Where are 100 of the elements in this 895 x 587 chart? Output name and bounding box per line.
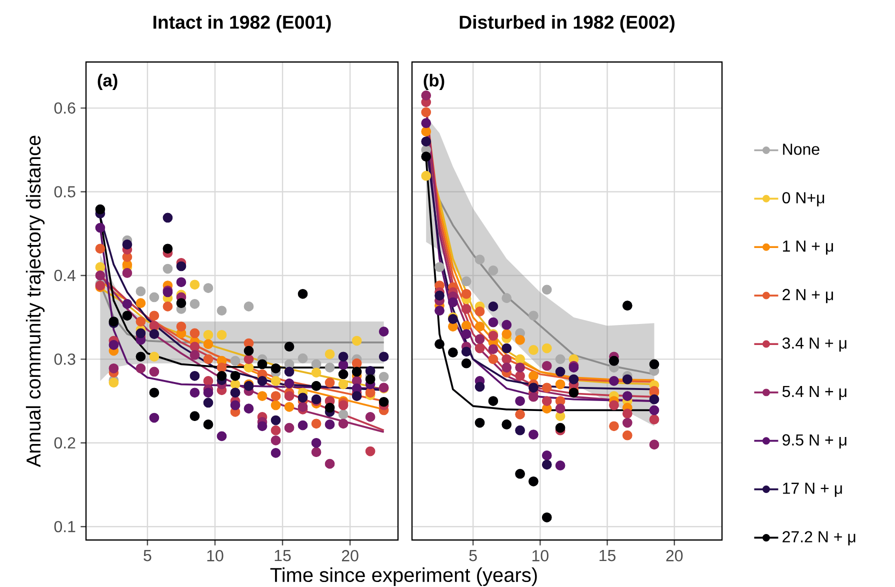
x-tick-label: 15 — [274, 550, 291, 562]
point — [190, 411, 200, 422]
point — [352, 366, 362, 377]
point — [502, 362, 512, 372]
point — [338, 352, 348, 362]
point — [244, 302, 254, 312]
point — [474, 254, 485, 264]
point — [555, 366, 566, 377]
point — [528, 392, 538, 402]
point — [542, 360, 552, 371]
point — [324, 458, 335, 469]
legend-label: 1 N + μ — [783, 240, 833, 255]
point — [136, 363, 146, 374]
y-tick-label: 0.5 — [54, 186, 76, 198]
point — [136, 316, 146, 326]
point — [338, 400, 348, 410]
point — [190, 328, 200, 338]
point — [216, 362, 227, 372]
point — [190, 342, 200, 352]
point — [515, 409, 525, 420]
point — [434, 290, 444, 300]
point — [203, 420, 214, 430]
point — [149, 366, 160, 377]
point — [270, 435, 281, 446]
point — [244, 346, 254, 356]
point — [421, 170, 432, 181]
point — [528, 382, 538, 393]
y-tick-label: 0.6 — [54, 102, 76, 114]
point — [176, 322, 186, 332]
point — [257, 359, 268, 370]
point — [270, 391, 281, 401]
legend-label: 2 N + μ — [782, 288, 833, 304]
point — [311, 447, 322, 458]
point — [434, 262, 444, 272]
point — [542, 512, 552, 522]
point — [324, 378, 335, 388]
x-tick-label: 20 — [666, 550, 683, 562]
point — [542, 396, 552, 406]
point — [622, 391, 632, 401]
point — [528, 370, 538, 381]
point — [162, 212, 173, 223]
point — [162, 264, 173, 274]
point — [352, 336, 362, 346]
point — [122, 310, 132, 321]
point — [609, 400, 619, 410]
point — [122, 268, 132, 278]
x-tick-label: 10 — [532, 550, 548, 562]
point — [609, 421, 619, 432]
point — [421, 152, 432, 162]
point — [555, 422, 566, 433]
point — [515, 362, 525, 372]
point — [176, 277, 186, 288]
point — [528, 310, 538, 321]
point — [338, 379, 348, 390]
point — [190, 350, 200, 360]
point — [488, 354, 498, 364]
point — [461, 320, 472, 331]
point — [448, 297, 458, 308]
x-tick-label: 20 — [342, 550, 358, 562]
point — [421, 126, 432, 136]
point — [568, 374, 579, 384]
y-tick-label: 0.2 — [54, 437, 76, 449]
point — [257, 391, 268, 401]
point — [149, 352, 160, 362]
point — [216, 330, 227, 340]
point — [136, 286, 146, 296]
legend-label: None — [783, 144, 820, 155]
point — [461, 358, 472, 368]
y-tick-label: 0.1 — [54, 520, 76, 532]
point — [528, 430, 538, 440]
x-tick-label: 10 — [207, 550, 224, 562]
point — [136, 328, 146, 338]
point — [528, 476, 538, 486]
point — [162, 244, 173, 254]
point — [284, 422, 294, 433]
point — [149, 310, 160, 321]
x-tick-label: 5 — [469, 550, 477, 562]
point — [230, 400, 240, 410]
point — [284, 342, 294, 352]
point — [542, 343, 552, 354]
point — [257, 421, 268, 432]
legend-label: 5.4 N + μ — [782, 386, 846, 400]
point — [311, 368, 322, 378]
point — [298, 402, 308, 412]
point — [270, 376, 281, 386]
point — [488, 317, 498, 328]
point — [352, 358, 362, 368]
point — [488, 266, 498, 276]
point — [122, 240, 132, 250]
point — [338, 360, 348, 370]
point — [149, 292, 160, 302]
point — [95, 270, 106, 280]
point — [542, 450, 552, 460]
point — [365, 366, 376, 376]
point — [421, 90, 432, 100]
point — [311, 381, 322, 391]
point — [149, 412, 160, 423]
point — [555, 404, 566, 414]
point — [515, 396, 525, 406]
point — [555, 379, 566, 390]
